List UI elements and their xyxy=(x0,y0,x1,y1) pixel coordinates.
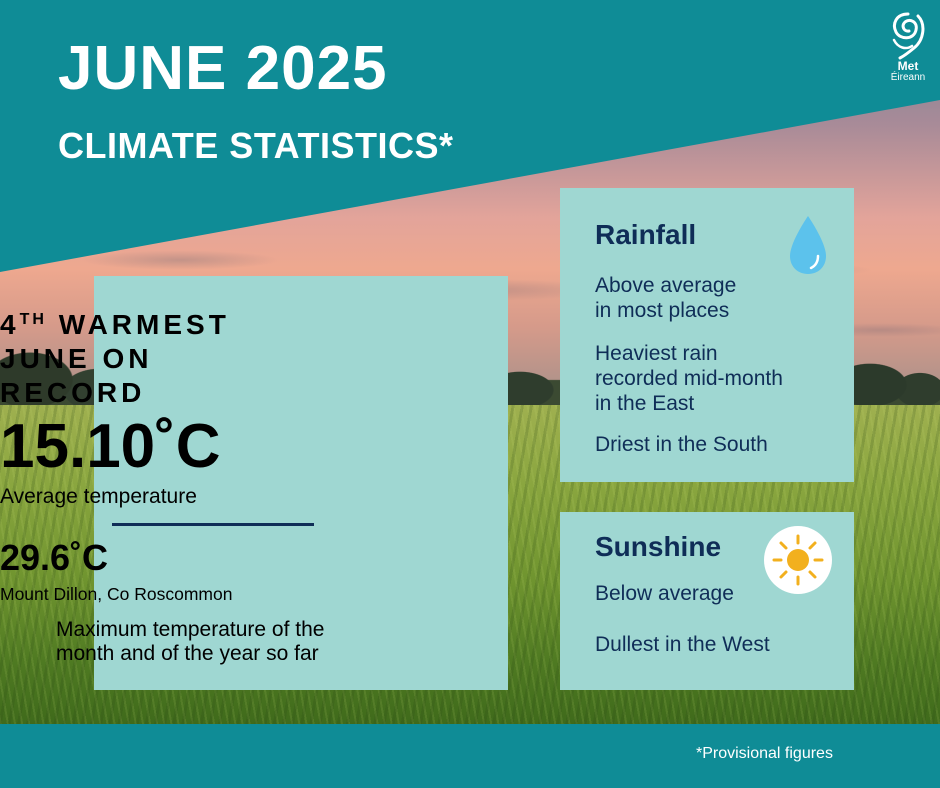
logo-text-met: Met xyxy=(897,59,919,73)
rainfall-item-2-line-3: in the East xyxy=(595,392,695,415)
rainfall-item-3: Driest in the South xyxy=(595,432,768,457)
rank-number: 4 xyxy=(0,309,20,340)
max-temperature-description: Maximum temperature of the month and of … xyxy=(56,618,376,666)
raindrop-icon xyxy=(790,216,826,274)
page-subtitle: CLIMATE STATISTICS* xyxy=(58,125,454,166)
divider xyxy=(112,523,314,526)
rank-word: WARMEST xyxy=(58,309,230,340)
footer-band xyxy=(0,724,940,788)
sunshine-panel: Sunshine Below average Dullest in the We… xyxy=(560,512,854,690)
rainfall-item-2-line-1: Heaviest rain xyxy=(595,342,718,365)
sunshine-item-2: Dullest in the West xyxy=(595,633,770,656)
met-eireann-swirl-icon xyxy=(892,12,925,60)
max-description-line-1: Maximum temperature of the xyxy=(56,618,325,641)
sunshine-item-1: Below average xyxy=(595,582,734,605)
met-eireann-logo: Met Éireann xyxy=(880,10,936,90)
rainfall-title: Rainfall xyxy=(595,219,697,250)
logo-text-eireann: Éireann xyxy=(890,72,926,83)
sun-icon xyxy=(764,526,832,594)
rainfall-panel: Rainfall Above average in most places He… xyxy=(560,188,854,482)
sunshine-title: Sunshine xyxy=(595,531,722,562)
page-title: JUNE 2025 xyxy=(58,34,388,103)
rainfall-item-1-line-2: in most places xyxy=(595,299,730,322)
rank-line-3: RECORD xyxy=(0,377,146,408)
max-description-line-2: month and of the year so far xyxy=(56,642,319,665)
rainfall-item-1-line-1: Above average xyxy=(595,274,737,297)
temperature-panel xyxy=(94,276,508,690)
max-temperature-value: 29.6˚C xyxy=(0,537,109,578)
average-temperature-label: Average temperature xyxy=(0,485,197,508)
rainfall-item-2: Heaviest rain recorded mid-month in the … xyxy=(595,341,783,416)
rainfall-item-3-line-1: Driest in the South xyxy=(595,433,768,456)
provisional-footnote: *Provisional figures xyxy=(696,745,833,762)
rainfall-item-2-line-2: recorded mid-month xyxy=(595,367,783,390)
rank-line-2: JUNE ON xyxy=(0,343,153,374)
sun-glyph xyxy=(772,534,824,586)
rank-suffix: TH xyxy=(19,311,47,328)
rainfall-item-1: Above average in most places xyxy=(595,273,736,323)
max-temperature-station: Mount Dillon, Co Roscommon xyxy=(0,584,233,604)
rank-line-1: 4TH WARMEST xyxy=(0,303,414,342)
temperature-rank: 4TH WARMEST JUNE ON RECORD xyxy=(0,303,414,410)
average-temperature-value: 15.10˚C xyxy=(0,412,221,481)
